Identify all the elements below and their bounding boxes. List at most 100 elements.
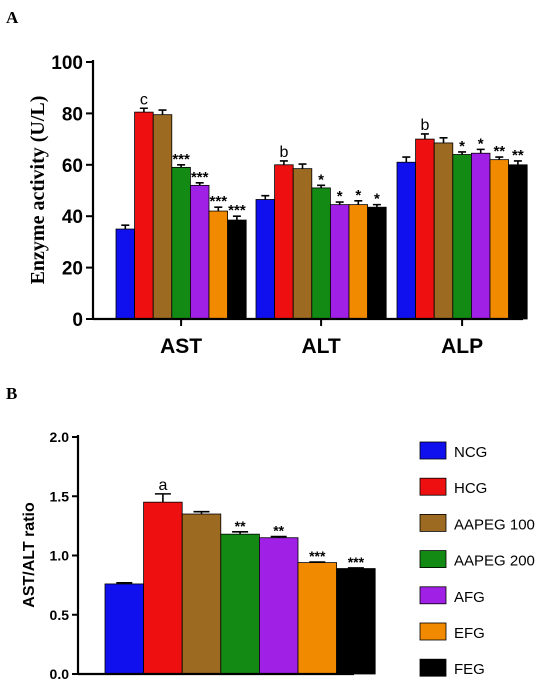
significance-label: a <box>158 477 167 494</box>
significance-label: * <box>374 191 380 208</box>
y-tick-label: 0.0 <box>50 666 70 682</box>
error-bar <box>154 493 171 503</box>
error-bar <box>476 148 485 154</box>
error-bar <box>309 561 326 563</box>
panel-label-b: B <box>6 384 17 403</box>
error-bar <box>270 535 287 538</box>
significance-label: ** <box>493 143 505 160</box>
x-tick-label-ast: AST <box>160 335 202 358</box>
error-bar <box>458 151 467 155</box>
significance-label: ** <box>512 147 524 164</box>
error-bar <box>354 199 363 205</box>
bar-ast-feg <box>227 219 247 320</box>
y-tick-label: 0.5 <box>50 607 70 623</box>
bar-ratio-ncg <box>104 583 144 675</box>
bar-ratio-aapeg-200 <box>220 533 260 675</box>
bar-alt-aapeg-200 <box>311 187 331 320</box>
bar-ast-efg <box>208 210 229 320</box>
legend-swatch-feg <box>419 658 447 677</box>
y-tick-label: 100 <box>51 53 83 74</box>
legend-swatch-afg <box>419 586 447 605</box>
significance-label: *** <box>210 193 228 210</box>
bar-alp-aapeg-200 <box>452 154 472 320</box>
error-bar <box>420 133 429 140</box>
y-tick-label: 1.5 <box>50 488 70 504</box>
legend-swatch-ncg <box>419 441 447 460</box>
y-tick-label: 1.0 <box>50 548 70 564</box>
bar-ratio-efg <box>297 562 337 675</box>
y-tick-label: 2.0 <box>50 429 70 445</box>
panel-label-a: A <box>6 8 19 27</box>
bar-alt-afg <box>329 204 350 320</box>
panel-a-chart: Enzyme activity (U/L) cbb************* **… <box>27 53 528 358</box>
error-bar <box>261 194 270 200</box>
y-tick-label: 80 <box>62 104 83 125</box>
bar-alt-hcg <box>274 164 294 320</box>
error-bar <box>402 156 411 163</box>
error-bar <box>298 163 307 169</box>
significance-label: *** <box>191 169 209 186</box>
bar-alt-feg <box>367 206 387 320</box>
y-tick-label: 20 <box>62 259 83 280</box>
bar-ast-afg <box>189 184 210 320</box>
significance-label: c <box>140 91 148 108</box>
significance-label: * <box>459 138 465 155</box>
error-bar <box>193 510 210 515</box>
error-bar <box>116 581 133 584</box>
significance-label: * <box>318 171 324 188</box>
panel-b-chart: AST/ALT ratio a** ***** *** 0.00.51.01.52.… <box>21 429 376 682</box>
bar-alt-efg <box>348 204 369 320</box>
significance-label: * <box>337 188 343 205</box>
significance-label: *** <box>228 202 246 219</box>
y-tick-label: 40 <box>62 207 83 228</box>
significance-label: ** <box>235 518 246 534</box>
bar-ratio-afg <box>258 537 299 675</box>
error-bar <box>495 156 504 160</box>
bar-alt-aapeg-100 <box>292 168 313 320</box>
legend-label-feg: FEG <box>454 661 485 678</box>
panel-a-y-axis-label: Enzyme activity (U/L) <box>27 96 49 285</box>
error-bar <box>335 201 344 205</box>
bar-ast-hcg <box>134 111 154 320</box>
significance-label: * <box>478 135 484 152</box>
error-bar <box>139 107 148 113</box>
bar-alp-efg <box>489 159 510 320</box>
x-tick-label-alt: ALT <box>301 335 340 358</box>
error-bar <box>158 109 167 115</box>
bar-ast-ncg <box>115 228 136 320</box>
significance-label: b <box>279 144 288 161</box>
legend-label-hcg: HCG <box>454 480 487 497</box>
legend-label-efg: EFG <box>454 625 485 642</box>
bar-alp-afg <box>470 152 491 320</box>
bar-ratio-hcg <box>143 501 183 675</box>
bar-alt-ncg <box>255 199 276 320</box>
significance-label: *** <box>348 554 365 570</box>
bar-ratio-feg <box>336 568 376 675</box>
error-bar <box>439 137 448 143</box>
bar-ast-aapeg-200 <box>171 166 191 320</box>
y-tick-label: 60 <box>62 156 83 177</box>
legend-swatch-aapeg-200 <box>419 550 447 568</box>
bar-alp-ncg <box>396 161 417 320</box>
legend-swatch-hcg <box>419 477 447 496</box>
significance-label: ** <box>273 523 284 539</box>
bar-alp-aapeg-100 <box>433 142 454 320</box>
y-tick-label: 0 <box>72 310 83 331</box>
error-bar <box>177 164 186 168</box>
legend-label-afg: AFG <box>454 589 485 606</box>
significance-label: * <box>355 187 361 204</box>
legend-label-aapeg-200: AAPEG 200 <box>454 553 535 570</box>
error-bar <box>121 224 130 230</box>
error-bar <box>372 203 381 208</box>
panel-b-y-axis-label: AST/ALT ratio <box>21 502 38 608</box>
significance-label: *** <box>309 548 326 564</box>
bar-ast-aapeg-100 <box>152 114 173 320</box>
significance-label: *** <box>172 151 190 168</box>
significance-label: b <box>420 117 429 134</box>
legend-swatch-efg <box>419 622 447 641</box>
error-bar <box>232 531 249 535</box>
error-bar <box>279 160 288 165</box>
legend-swatch-aapeg-100 <box>419 514 447 532</box>
